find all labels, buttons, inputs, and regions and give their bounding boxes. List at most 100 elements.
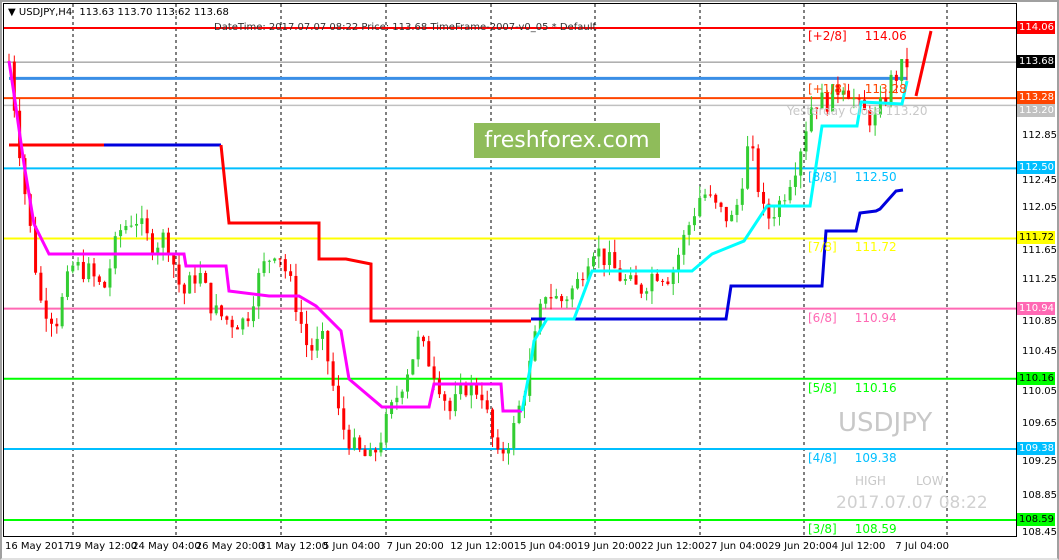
candle-body [868, 110, 872, 126]
level-value: 111.72 [854, 240, 897, 255]
x-tick-label: 12 Jun 12:00 [450, 541, 514, 552]
candle-body [496, 437, 500, 450]
level-value: 113.28 [864, 82, 907, 97]
candle-body [193, 275, 197, 284]
symbol-timeframe: USDJPY,H4 [18, 7, 73, 18]
candle-body [708, 194, 712, 196]
dropdown-triangle-icon[interactable]: ▼ [8, 7, 16, 18]
y-tick-label: 109.65 [1022, 417, 1057, 429]
level-tag: [8/8] [808, 170, 837, 185]
candle-body [751, 146, 755, 149]
ohlc-values: 113.63 113.70 113.62 113.68 [79, 7, 229, 18]
candle-body [363, 449, 367, 457]
x-tick-label: 16 May 2017 [5, 541, 71, 552]
symbol-header: ▼ USDJPY,H4 113.63 113.70 113.62 113.68 [8, 7, 229, 18]
candle-body [209, 282, 213, 314]
level-label: [8/8] 112.50 [808, 170, 897, 184]
candle-body [416, 336, 420, 360]
candle-body [71, 265, 75, 272]
candle-body [50, 318, 54, 324]
candle-body [607, 252, 611, 266]
candle-body [251, 306, 255, 322]
candle-body [873, 114, 877, 126]
symbol-label: USDJPY [838, 408, 933, 438]
candle-body [379, 442, 383, 453]
level-value: 110.94 [854, 310, 897, 325]
x-tick-label: 5 Jun 04:00 [323, 541, 381, 552]
y-tick-label: 111.65 [1022, 245, 1057, 257]
candle-body [661, 280, 665, 282]
candle-body [570, 288, 574, 300]
y-tick-label: 108.45 [1022, 527, 1057, 539]
candle-body [368, 449, 372, 457]
projection-arrow-line [914, 30, 933, 97]
candle-body [400, 391, 404, 398]
candle-body [475, 382, 479, 395]
candle-body [283, 259, 287, 272]
candle-body [97, 276, 101, 282]
level-label: [3/8] 108.59 [808, 522, 897, 536]
candle-body [506, 448, 510, 454]
candle-body [150, 233, 154, 256]
level-value: 114.06 [864, 29, 907, 43]
price-badge: 113.28 [1017, 91, 1055, 105]
low-label: LOW [916, 474, 944, 488]
candle-body [411, 359, 415, 375]
candle-body [491, 409, 495, 438]
candle-body [464, 384, 468, 396]
candle-body [889, 74, 893, 103]
x-tick-label: 4 Jul 12:00 [831, 541, 886, 552]
level-tag: [4/8] [808, 450, 837, 465]
candle-body [501, 449, 505, 454]
candle-body [204, 273, 208, 283]
candle-body [831, 84, 835, 112]
candle-body [113, 236, 117, 269]
candle-body [655, 273, 659, 281]
candle-body [884, 97, 888, 103]
candle-body [331, 361, 335, 386]
candle-body [55, 323, 59, 327]
plot-area[interactable]: ▼ USDJPY,H4 113.63 113.70 113.62 113.68 … [3, 3, 1017, 537]
blue-step-line [531, 188, 904, 321]
level-tag: [7/8] [808, 240, 837, 255]
level-label: [4/8] 109.38 [808, 451, 897, 465]
candle-body [241, 318, 245, 330]
candle-body [804, 131, 808, 152]
y-tick-label: 110.05 [1022, 385, 1057, 397]
candle-body [618, 268, 622, 281]
y-tick-label: 110.85 [1022, 315, 1057, 327]
candle-body [533, 331, 537, 361]
y-tick-label: 108.85 [1022, 489, 1057, 501]
candle-body [246, 318, 250, 322]
candle-body [799, 151, 803, 176]
candle-body [421, 336, 425, 342]
datetime-label: 2017.07.07 08:22 [836, 493, 988, 513]
candle-body [905, 59, 909, 68]
candle-body [135, 223, 139, 226]
candle-body [671, 271, 675, 285]
candle-body [756, 148, 760, 192]
y-tick-label: 112.45 [1022, 175, 1057, 187]
candle-body [777, 200, 781, 218]
candle-body [740, 188, 744, 205]
candle-body [687, 225, 691, 235]
candle-body [76, 261, 80, 266]
level-value: 110.16 [854, 380, 897, 395]
candle-body [257, 272, 261, 307]
candle-body [746, 146, 750, 189]
price-badge: 114.06 [1017, 21, 1055, 34]
price-badge: 108.59 [1017, 513, 1055, 527]
candle-body [576, 278, 580, 289]
candle-body [289, 271, 293, 276]
candle-body [825, 92, 829, 112]
freshforex-watermark: freshforex.com [474, 123, 660, 158]
level-label: [+2/8] 114.06 [808, 29, 907, 43]
candle-body [230, 319, 234, 328]
candle-body [852, 98, 856, 100]
candle-body [374, 449, 378, 453]
candle-body [793, 175, 797, 187]
candle-body [305, 323, 309, 346]
level-tag: [6/8] [808, 310, 837, 325]
candle-body [145, 218, 149, 234]
